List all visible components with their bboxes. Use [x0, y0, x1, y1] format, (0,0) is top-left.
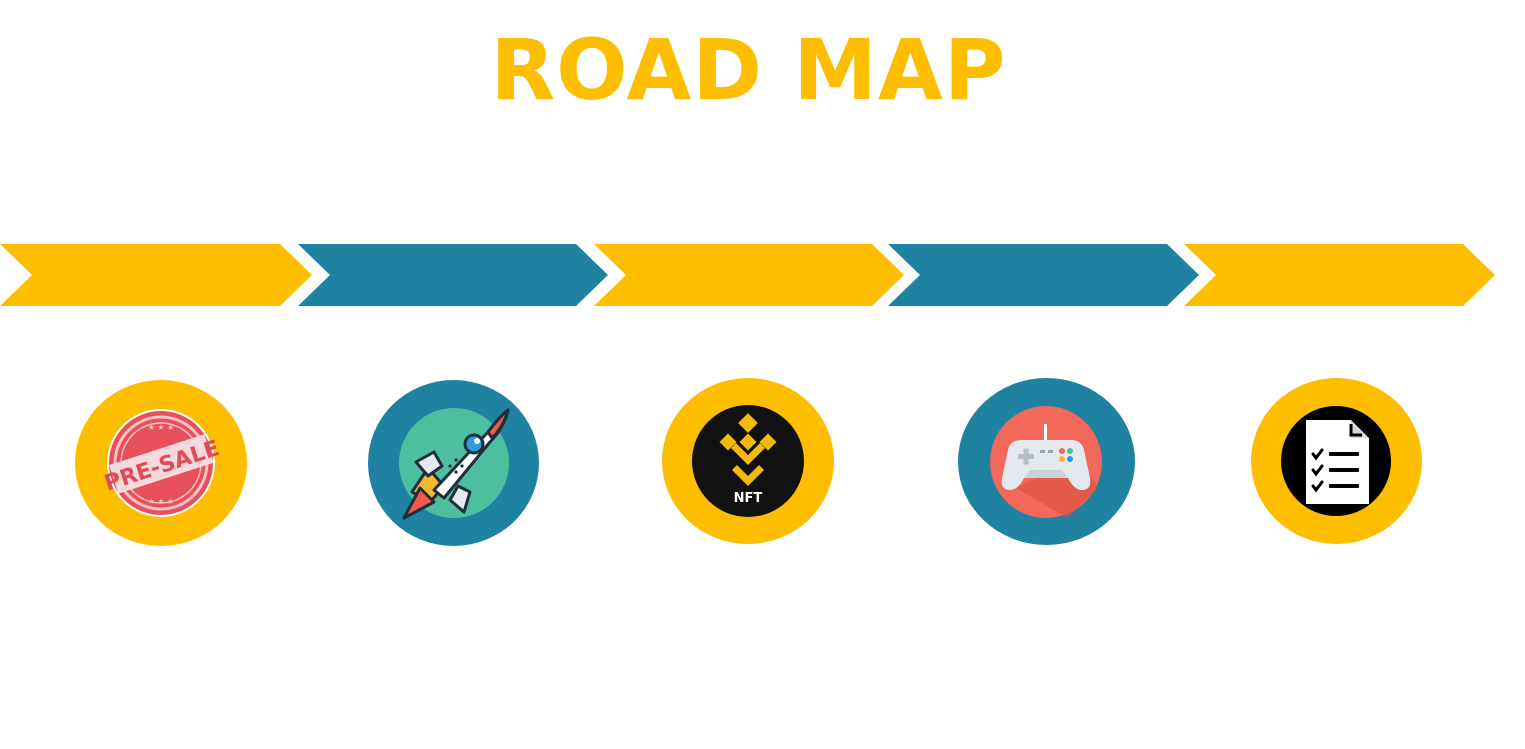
svg-text:★ ★ ★: ★ ★ ★ — [148, 497, 175, 506]
page-title: ROAD MAP — [490, 21, 1007, 119]
binance-nft-icon: NFT — [692, 405, 804, 517]
presale-stamp-icon: PRE-SALE ★ ★ ★ ★ ★ ★ — [102, 409, 223, 517]
checklist-document-icon — [1281, 406, 1391, 516]
gamepad-icon — [990, 406, 1102, 518]
rocket-icon — [399, 408, 510, 520]
roadmap-arrow-3 — [594, 244, 904, 306]
milestone-checklist — [1251, 378, 1422, 544]
milestone-launch — [368, 380, 539, 546]
svg-text:★ ★ ★: ★ ★ ★ — [148, 423, 175, 432]
milestone-presale: PRE-SALE ★ ★ ★ ★ ★ ★ — [75, 380, 247, 546]
roadmap-arrow-4 — [888, 244, 1199, 306]
nft-label: NFT — [734, 491, 763, 506]
roadmap-arrow-1 — [0, 244, 312, 306]
roadmap-arrow-5 — [1184, 244, 1495, 306]
milestone-game — [958, 378, 1135, 545]
roadmap-arrow-band — [0, 244, 1495, 306]
roadmap-arrow-2 — [298, 244, 608, 306]
milestone-nft: NFT — [662, 378, 834, 544]
